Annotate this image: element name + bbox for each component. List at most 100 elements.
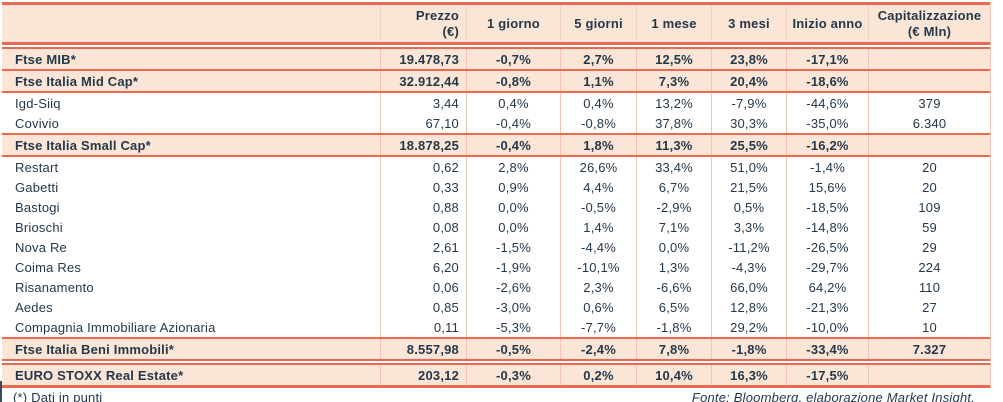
- cell-3-mesi: 25,5%: [711, 135, 786, 155]
- cell-capitalizzazione: 224: [868, 257, 990, 277]
- cell-capitalizzazione: 109: [868, 197, 990, 217]
- cell-prezzo: 3,44: [380, 93, 466, 113]
- cell-1-mese: -6,6%: [636, 277, 711, 297]
- cell-inizio-anno: -1,4%: [786, 157, 868, 177]
- cell-capitalizzazione: 20: [868, 157, 990, 177]
- row-label: Covivio: [15, 115, 60, 131]
- row-label: Ftse Italia Small Cap*: [15, 137, 151, 153]
- cell-1-giorno: -0,4%: [466, 113, 560, 133]
- row-label: Compagnia Immobiliare Azionaria: [15, 319, 216, 335]
- cell-5-giorni: -0,8%: [560, 113, 636, 133]
- cell-1-mese: 37,8%: [636, 113, 711, 133]
- table-row: Igd-Siiq 3,44 0,4% 0,4% 13,2% -7,9% -44,…: [2, 93, 990, 113]
- table-row: Aedes 0,85 -3,0% 0,6% 6,5% 12,8% -21,3% …: [2, 297, 990, 317]
- cell-inizio-anno: 64,2%: [786, 277, 868, 297]
- header-prezzo: Prezzo (€): [380, 5, 466, 42]
- cell-1-giorno: 0,0%: [466, 217, 560, 237]
- row-label: Brioschi: [15, 219, 63, 235]
- cell-capitalizzazione: [868, 365, 990, 385]
- cell-prezzo: 0,06: [380, 277, 466, 297]
- cell-inizio-anno: -44,6%: [786, 93, 868, 113]
- cell-3-mesi: -7,9%: [711, 93, 786, 113]
- cell-5-giorni: -2,4%: [560, 339, 636, 359]
- cell-1-mese: 33,4%: [636, 157, 711, 177]
- cell-5-giorni: 2,7%: [560, 49, 636, 69]
- cell-1-giorno: -1,5%: [466, 237, 560, 257]
- header-3-mesi: 3 mesi: [711, 5, 786, 42]
- cell-5-giorni: 2,3%: [560, 277, 636, 297]
- cell-1-mese: 7,1%: [636, 217, 711, 237]
- cell-prezzo: 0,33: [380, 177, 466, 197]
- cell-1-mese: 13,2%: [636, 93, 711, 113]
- cell-inizio-anno: -17,5%: [786, 365, 868, 385]
- cell-1-mese: 7,8%: [636, 339, 711, 359]
- table-row: Gabetti 0,33 0,9% 4,4% 6,7% 21,5% 15,6% …: [2, 177, 990, 197]
- footnote: (*) Dati in punti: [13, 390, 103, 402]
- cell-capitalizzazione: 379: [868, 93, 990, 113]
- cell-inizio-anno: -18,6%: [786, 71, 868, 91]
- cell-capitalizzazione: 29: [868, 237, 990, 257]
- table-row: Covivio 67,10 -0,4% -0,8% 37,8% 30,3% -3…: [2, 113, 990, 133]
- cell-1-giorno: -0,5%: [466, 339, 560, 359]
- divider-bottom: [2, 385, 990, 388]
- cell-5-giorni: 1,1%: [560, 71, 636, 91]
- divider-gap: [2, 45, 990, 47]
- cell-prezzo: 0,11: [380, 317, 466, 337]
- header-inizio-anno: Inizio anno: [786, 5, 868, 42]
- cell-1-giorno: -0,7%: [466, 49, 560, 69]
- row-label: Gabetti: [15, 179, 59, 195]
- cell-1-mese: 7,3%: [636, 71, 711, 91]
- cell-1-mese: 6,7%: [636, 177, 711, 197]
- row-label: Ftse Italia Beni Immobili*: [15, 341, 175, 357]
- table-row: Compagnia Immobiliare Azionaria 0,11 -5,…: [2, 317, 990, 337]
- cell-capitalizzazione: [868, 71, 990, 91]
- cell-1-giorno: -0,3%: [466, 365, 560, 385]
- row-label: Coima Res: [15, 259, 82, 275]
- cell-1-giorno: -2,6%: [466, 277, 560, 297]
- cell-prezzo: 0,88: [380, 197, 466, 217]
- divider-gap: [2, 361, 990, 363]
- divider: [2, 69, 990, 71]
- cell-3-mesi: 66,0%: [711, 277, 786, 297]
- cell-capitalizzazione: [868, 49, 990, 69]
- cell-capitalizzazione: [868, 135, 990, 155]
- cell-3-mesi: 0,5%: [711, 197, 786, 217]
- table-row: Risanamento 0,06 -2,6% 2,3% -6,6% 66,0% …: [2, 277, 990, 297]
- cell-inizio-anno: -33,4%: [786, 339, 868, 359]
- page-edge-artifact: [0, 381, 2, 402]
- source-credit: Fonte: Bloomberg, elaborazione Market In…: [691, 390, 975, 402]
- cell-prezzo: 67,10: [380, 113, 466, 133]
- divider: [2, 47, 990, 49]
- row-label: Nova Re: [15, 239, 67, 255]
- row-label: Ftse Italia Mid Cap*: [15, 73, 139, 89]
- cell-3-mesi: 3,3%: [711, 217, 786, 237]
- cell-prezzo: 6,20: [380, 257, 466, 277]
- cell-5-giorni: -7,7%: [560, 317, 636, 337]
- divider: [2, 359, 990, 361]
- cell-1-giorno: -0,8%: [466, 71, 560, 91]
- cell-inizio-anno: -35,0%: [786, 113, 868, 133]
- table-row: Nova Re 2,61 -1,5% -4,4% 0,0% -11,2% -26…: [2, 237, 990, 257]
- row-label: Risanamento: [15, 279, 94, 295]
- cell-5-giorni: 1,4%: [560, 217, 636, 237]
- divider: [2, 337, 990, 339]
- cell-5-giorni: -4,4%: [560, 237, 636, 257]
- cell-5-giorni: 26,6%: [560, 157, 636, 177]
- cell-capitalizzazione: 7.327: [868, 339, 990, 359]
- cell-prezzo: 32.912,44: [380, 71, 466, 91]
- cell-3-mesi: 12,8%: [711, 297, 786, 317]
- cell-capitalizzazione: 6.340: [868, 113, 990, 133]
- cell-1-giorno: 2,8%: [466, 157, 560, 177]
- cell-inizio-anno: -21,3%: [786, 297, 868, 317]
- cell-inizio-anno: -17,1%: [786, 49, 868, 69]
- divider-top: [2, 2, 990, 5]
- cell-5-giorni: 0,4%: [560, 93, 636, 113]
- divider: [2, 363, 990, 365]
- cell-1-giorno: 0,4%: [466, 93, 560, 113]
- table-row: Ftse Italia Beni Immobili* 8.557,98 -0,5…: [2, 339, 990, 359]
- divider: [2, 91, 990, 93]
- cell-prezzo: 0,85: [380, 297, 466, 317]
- cell-capitalizzazione: 20: [868, 177, 990, 197]
- cell-3-mesi: -11,2%: [711, 237, 786, 257]
